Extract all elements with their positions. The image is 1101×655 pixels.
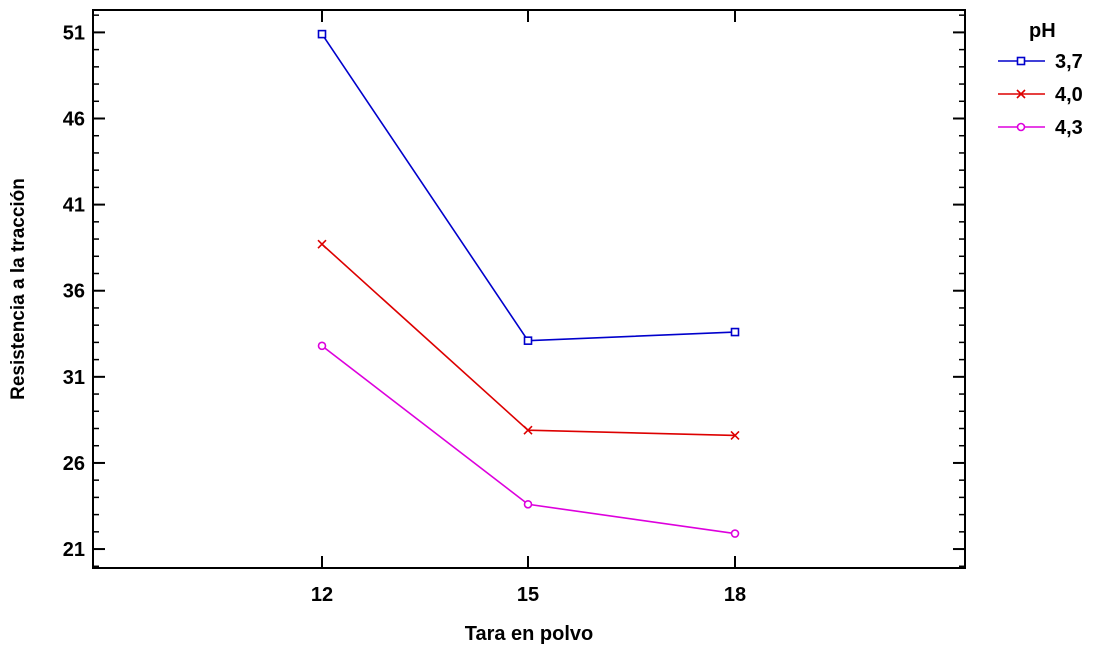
- y-axis: 21 26 31 36 41 46 51: [63, 14, 965, 568]
- x-tick-label: 12: [311, 584, 333, 606]
- legend-label-1: 3,7: [1055, 51, 1083, 73]
- y-tick-label: 36: [63, 281, 85, 303]
- data-point-series-2: [730, 430, 740, 440]
- plot-area: [92, 9, 966, 569]
- x-axis: 12 15 18: [311, 10, 746, 606]
- data-point-series-2: [317, 239, 327, 249]
- x-tick-label: 15: [517, 584, 539, 606]
- series-layer: [317, 29, 740, 538]
- y-tick-label: 31: [63, 367, 85, 389]
- x-axis-label: Tara en polvo: [465, 623, 594, 645]
- data-point-series-3: [317, 341, 327, 351]
- y-tick-label: 26: [63, 453, 85, 475]
- data-point-series-1: [317, 29, 327, 39]
- y-tick-label: 21: [63, 539, 85, 561]
- data-point-series-1: [523, 336, 533, 345]
- marker-stroke: [317, 239, 327, 249]
- y-tick-label: 46: [63, 109, 85, 131]
- marker-stroke: [523, 425, 533, 435]
- series-line-1: [321, 33, 736, 342]
- marker-stroke: [1016, 89, 1026, 99]
- y-axis-label: Resistencia a la tracción: [8, 178, 29, 400]
- legend-title: pH: [1029, 20, 1056, 42]
- marker-stroke: [730, 430, 740, 440]
- legend: pH 3,7 4,0 4,3: [998, 20, 1083, 139]
- data-point-series-3: [523, 499, 533, 509]
- y-tick-label: 41: [63, 195, 85, 217]
- x-tick-label: 18: [724, 584, 746, 606]
- data-point-series-1: [730, 327, 740, 337]
- legend-marker-3: [1016, 122, 1026, 132]
- data-point-series-3: [730, 529, 740, 538]
- y-tick-label: 51: [63, 22, 85, 44]
- legend-label-3: 4,3: [1055, 117, 1083, 139]
- legend-marker-2: [1016, 89, 1026, 99]
- legend-marker-1: [1016, 56, 1026, 66]
- legend-label-2: 4,0: [1055, 84, 1083, 106]
- data-point-series-2: [523, 425, 533, 435]
